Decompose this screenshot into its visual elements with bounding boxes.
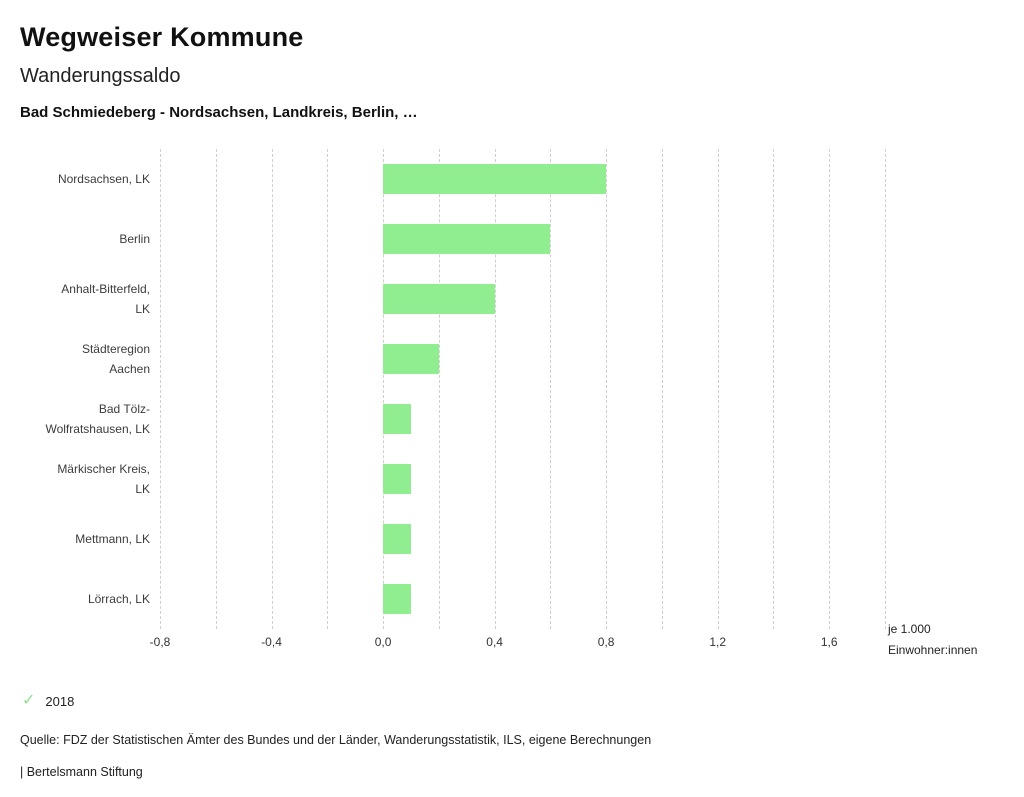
category-label: Lörrach, LK [87,592,150,606]
gridline [494,149,496,629]
app-title: Wegweiser Kommune [20,22,304,52]
category-axis: Nordsachsen, LK Berlin Anhalt-Bitterfeld, … [20,149,150,629]
source-note: Quelle: FDZ der Statistischen Ämter des … [20,733,652,747]
category-label: Mettmann, LK [75,532,150,546]
chart-subtitle: Bad Schmiedeberg - Nordsachsen, Landkrei… [20,104,418,121]
gridline [160,149,161,629]
bar[interactable] [383,224,551,254]
page: Wegweiser Kommune Wanderungssaldo Bad Sc… [20,22,1004,779]
unit-label-line1: je 1.000 [888,622,931,636]
bar[interactable] [383,284,495,314]
x-tick-label: -0,4 [261,635,282,649]
plot-area [160,149,886,629]
bar[interactable] [383,164,607,194]
gridline [885,149,886,629]
category-label: Märkischer Kreis, LK [57,462,150,496]
gridline [215,149,217,629]
gridline [661,149,663,629]
x-tick-label: 0,8 [597,635,615,649]
branding-note: | Bertelsmann Stiftung [20,765,143,779]
bar[interactable] [383,344,439,374]
bar-chart: Nordsachsen, LK Berlin Anhalt-Bitterfeld, … [20,149,1004,661]
gridline [606,149,608,629]
x-tick-label: 0,4 [486,635,503,649]
bar[interactable] [383,524,411,554]
gridline [717,149,719,629]
x-tick-label: -0,8 [149,635,171,649]
gridline [438,149,440,629]
gridline [271,149,273,629]
category-label: Berlin [119,232,150,246]
x-tick-label: 0,0 [374,635,392,649]
gridline [383,149,385,629]
bar[interactable] [383,464,411,494]
x-tick-label: 1,2 [709,635,727,649]
x-tick-label: 1,6 [820,635,838,649]
legend-label: 2018 [45,693,75,709]
category-label: Nordsachsen, LK [57,172,150,186]
unit-label-line2: Einwohner:innen [888,643,978,657]
category-label: Städteregion Aachen [81,342,150,376]
chart-title: Wanderungssaldo [20,65,181,87]
bar[interactable] [383,584,411,614]
gridline [829,149,831,629]
x-axis: -0,8 -0,4 0,0 0,4 0,8 1,2 1,6 [150,635,885,653]
category-label: Anhalt-Bitterfeld, LK [61,282,150,316]
category-label: Bad Tölz-Wolfratshausen, LK [45,402,150,436]
bar[interactable] [383,404,411,434]
gridline [550,149,552,629]
check-icon: ✓ [22,692,36,709]
x-axis-unit-label: je 1.000 Einwohner:innen [888,619,977,661]
legend-item-2018[interactable]: ✓ 2018 [20,693,74,709]
gridline [327,149,329,629]
gridline [773,149,775,629]
